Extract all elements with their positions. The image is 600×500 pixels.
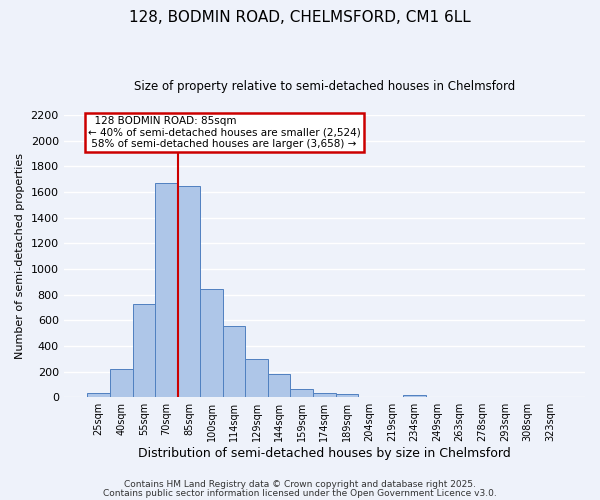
Bar <box>200 290 223 397</box>
Bar <box>290 389 313 397</box>
Bar <box>155 183 178 397</box>
Title: Size of property relative to semi-detached houses in Chelmsford: Size of property relative to semi-detach… <box>134 80 515 93</box>
Bar <box>268 374 290 397</box>
Bar <box>88 392 110 397</box>
Bar <box>178 186 200 397</box>
Bar <box>110 369 133 397</box>
Bar <box>133 304 155 397</box>
Text: Contains public sector information licensed under the Open Government Licence v3: Contains public sector information licen… <box>103 488 497 498</box>
Bar <box>313 392 335 397</box>
Bar <box>403 395 426 397</box>
Text: 128, BODMIN ROAD, CHELMSFORD, CM1 6LL: 128, BODMIN ROAD, CHELMSFORD, CM1 6LL <box>129 10 471 25</box>
Y-axis label: Number of semi-detached properties: Number of semi-detached properties <box>15 153 25 359</box>
X-axis label: Distribution of semi-detached houses by size in Chelmsford: Distribution of semi-detached houses by … <box>138 447 511 460</box>
Bar <box>245 358 268 397</box>
Text: Contains HM Land Registry data © Crown copyright and database right 2025.: Contains HM Land Registry data © Crown c… <box>124 480 476 489</box>
Bar <box>335 394 358 397</box>
Bar <box>223 326 245 397</box>
Text: 128 BODMIN ROAD: 85sqm
← 40% of semi-detached houses are smaller (2,524)
 58% of: 128 BODMIN ROAD: 85sqm ← 40% of semi-det… <box>88 116 361 149</box>
